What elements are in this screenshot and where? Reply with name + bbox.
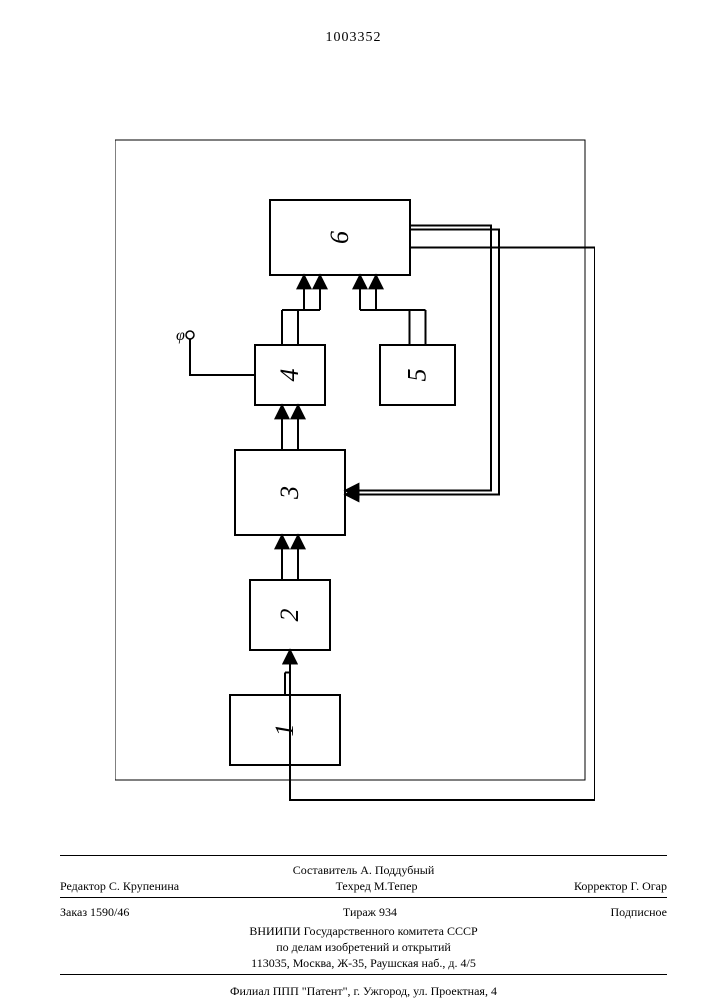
svg-text:3: 3 bbox=[275, 486, 304, 500]
svg-text:4: 4 bbox=[275, 369, 304, 382]
corrector-label: Корректор Г. Огар bbox=[574, 878, 667, 894]
svg-text:1: 1 bbox=[270, 724, 299, 737]
org-line-1: ВНИИПИ Государственного комитета СССР bbox=[60, 923, 667, 939]
techred-label: Техред М.Тепер bbox=[336, 878, 418, 894]
svg-text:φ: φ bbox=[176, 327, 185, 344]
document-number: 1003352 bbox=[0, 30, 707, 46]
svg-text:5: 5 bbox=[403, 369, 432, 382]
address-line: 113035, Москва, Ж-35, Раушская наб., д. … bbox=[60, 955, 667, 971]
org-line-2: по делам изобретений и открытий bbox=[60, 939, 667, 955]
editor-label: Редактор С. Крупенина bbox=[60, 878, 179, 894]
order-label: Заказ 1590/46 bbox=[60, 904, 129, 920]
footer: Составитель А. Поддубный Редактор С. Кру… bbox=[60, 852, 667, 999]
diagram-svg: 1 2 3 4 5 6 φ bbox=[115, 90, 595, 830]
svg-text:2: 2 bbox=[275, 609, 304, 622]
tirazh-label: Тираж 934 bbox=[343, 904, 397, 920]
footer-spacer2 bbox=[664, 862, 667, 878]
subscript-label: Подписное bbox=[611, 904, 668, 920]
branch-line: Филиал ППП "Патент", г. Ужгород, ул. Про… bbox=[60, 983, 667, 999]
page: 1003352 1 2 3 4 5 6 φ Составитель А. Поддубный… bbox=[0, 0, 707, 1000]
footer-spacer bbox=[60, 862, 63, 878]
compiler-label: Составитель А. Поддубный bbox=[293, 862, 435, 878]
svg-text:6: 6 bbox=[325, 231, 354, 244]
block-diagram: 1 2 3 4 5 6 φ bbox=[115, 90, 595, 810]
